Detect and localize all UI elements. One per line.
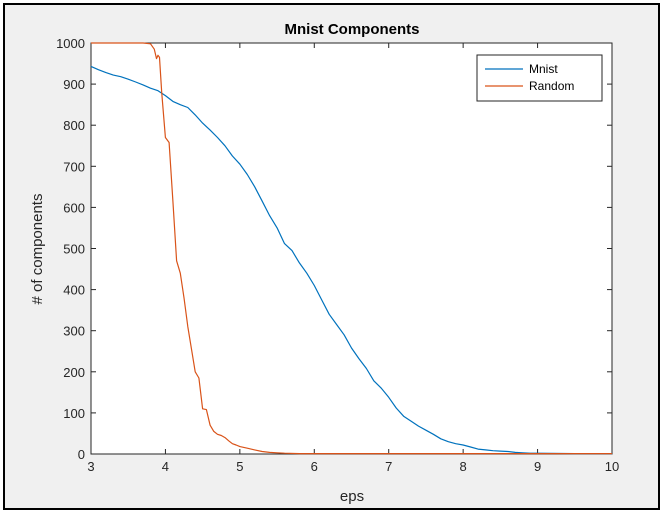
x-tick-label: 8 xyxy=(460,459,467,474)
legend-box xyxy=(476,54,603,102)
plot-area xyxy=(90,42,613,455)
y-tick-label: 0 xyxy=(78,447,85,462)
legend-label-random: Random xyxy=(529,79,574,93)
y-tick-label: 1000 xyxy=(56,36,85,51)
series-line-random xyxy=(91,42,612,455)
series-lines xyxy=(90,42,612,455)
x-tick-label: 6 xyxy=(311,459,318,474)
legend-label-mnist: Mnist xyxy=(529,62,558,76)
x-tick-label: 7 xyxy=(385,459,392,474)
y-tick-label: 900 xyxy=(63,77,85,92)
x-axis: 3 4 5 6 7 8 9 10 xyxy=(87,43,619,474)
y-tick-label: 700 xyxy=(63,159,85,174)
x-tick-label: 5 xyxy=(236,459,243,474)
y-tick-label: 800 xyxy=(63,118,85,133)
y-axis: 0 100 200 300 400 500 600 700 800 900 1000 xyxy=(56,36,612,462)
y-tick-label: 200 xyxy=(63,365,85,380)
x-tick-label: 4 xyxy=(162,459,169,474)
chart-title: Mnist Components xyxy=(285,21,420,38)
y-axis-label: # of components xyxy=(29,194,46,305)
y-tick-label: 600 xyxy=(63,200,85,215)
series-line-mnist xyxy=(90,65,612,455)
y-tick-label: 500 xyxy=(63,242,85,257)
x-tick-label: 9 xyxy=(534,459,541,474)
x-tick-label: 10 xyxy=(605,459,619,474)
y-tick-label: 300 xyxy=(63,324,85,339)
y-tick-label: 400 xyxy=(63,283,85,298)
y-tick-label: 100 xyxy=(63,406,85,421)
x-tick-label: 3 xyxy=(87,459,94,474)
legend: Mnist Random xyxy=(476,54,603,102)
x-axis-label: eps xyxy=(340,488,364,505)
